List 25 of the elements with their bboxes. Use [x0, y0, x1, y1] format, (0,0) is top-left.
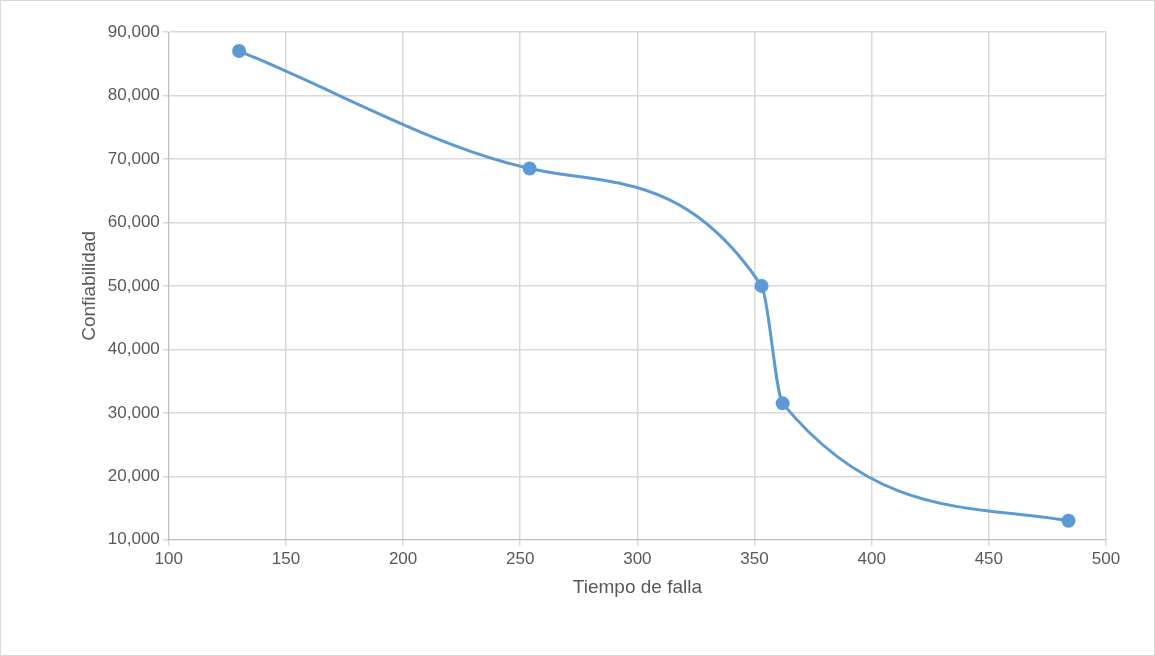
x-tick-label: 350	[740, 548, 769, 568]
y-tick-label: 50,000	[107, 275, 160, 295]
y-tick-label: 80,000	[107, 85, 160, 105]
y-axis-title: Confiabilidad	[77, 230, 99, 341]
point	[754, 278, 769, 293]
point	[1061, 513, 1076, 528]
x-tick-label: 150	[271, 548, 301, 568]
x-tick-label: 500	[1091, 548, 1121, 568]
point	[522, 161, 537, 176]
x-tick-label: 200	[388, 548, 418, 568]
y-tick-label: 70,000	[107, 148, 160, 168]
y-tick-label: 10,000	[107, 529, 160, 549]
y-tick-label: 40,000	[107, 339, 160, 359]
x-tick-label: 450	[974, 548, 1004, 568]
x-tick-label: 250	[506, 548, 535, 568]
y-tick-label: 30,000	[107, 402, 160, 422]
y-tick-label: 60,000	[107, 212, 160, 232]
x-tick-label: 100	[154, 548, 183, 568]
point	[775, 396, 790, 411]
x-tick-label: 300	[623, 548, 652, 568]
y-tick-label: 90,000	[107, 21, 160, 41]
point	[232, 44, 247, 59]
y-tick-label: 20,000	[107, 466, 160, 486]
x-tick-label: 400	[857, 548, 886, 568]
x-axis-title: Tiempo de falla	[572, 575, 703, 597]
